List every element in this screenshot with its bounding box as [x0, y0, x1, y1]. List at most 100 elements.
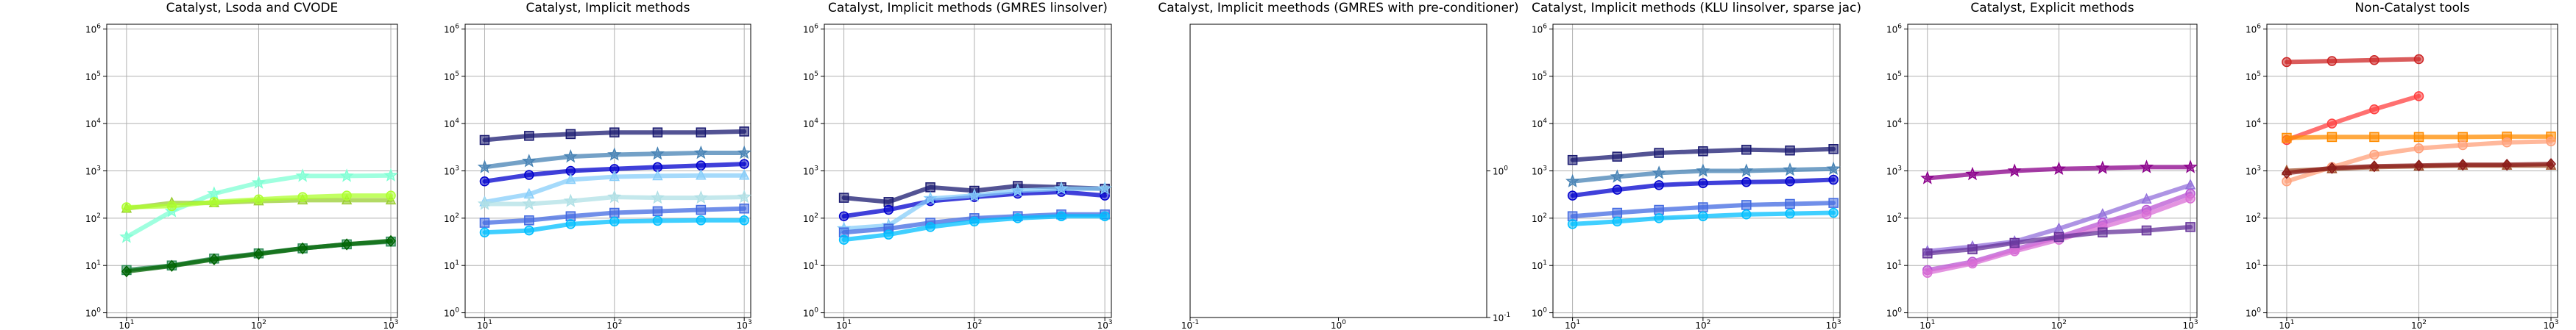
y-tick-label: 104	[1886, 118, 1902, 129]
data-point	[652, 206, 663, 217]
data-point	[925, 222, 935, 232]
y-tick-label: 102	[1886, 212, 1902, 224]
data-point	[2139, 159, 2154, 173]
data-point	[650, 190, 665, 204]
data-point	[2185, 222, 2195, 232]
data-point	[386, 190, 396, 201]
data-point	[121, 265, 132, 278]
y-tick-label: 106	[803, 23, 818, 35]
data-point	[2413, 132, 2424, 143]
y-tick-label: 103	[1886, 165, 1902, 177]
data-point	[2413, 91, 2424, 101]
y-tick-label: 100	[1493, 165, 1508, 177]
data-point	[524, 131, 534, 141]
y-tick-label: 104	[444, 118, 459, 129]
y-tick-label: 102	[2246, 212, 2261, 224]
data-point	[609, 170, 620, 182]
data-point	[650, 146, 665, 160]
x-tick-label: 102	[966, 319, 982, 330]
data-point	[1785, 176, 1795, 187]
x-tick-label: 103	[1097, 319, 1113, 330]
data-point	[652, 169, 663, 181]
data-point	[1785, 145, 1795, 156]
y-tick-label: 103	[1532, 165, 1547, 177]
data-point	[2281, 167, 2292, 179]
data-point	[524, 225, 534, 236]
series-1	[479, 126, 749, 146]
data-point	[1054, 181, 1069, 195]
x-tick-label: 101	[1919, 319, 1935, 330]
data-point	[2326, 56, 2338, 66]
data-point	[696, 204, 707, 215]
data-point	[838, 193, 849, 203]
data-point	[166, 201, 177, 212]
x-tick-label: 103	[2183, 319, 2198, 330]
series-line	[2284, 57, 2421, 65]
chart-panel-2: Catalyst, Implicit methods 101 102 103 100 10…	[444, 1, 752, 330]
series-5	[1922, 222, 2195, 259]
series-3	[479, 159, 749, 187]
data-point	[1826, 161, 1841, 176]
chart-panel-5: Catalyst, Implicit methods (KLU linsolve…	[1532, 1, 1861, 330]
data-point	[563, 148, 578, 163]
data-point	[565, 173, 576, 184]
y-tick-label: 106	[85, 23, 101, 35]
data-point	[2369, 132, 2379, 143]
data-point	[208, 253, 219, 265]
x-tick-label: 101	[2279, 319, 2294, 330]
data-point	[1967, 258, 1978, 269]
data-point	[1922, 248, 1933, 259]
data-point	[2413, 54, 2424, 65]
y-tick-label: 106	[2246, 23, 2261, 35]
data-point	[1612, 151, 1623, 162]
data-point	[2368, 160, 2379, 173]
chart-panel-7: Non-Catalyst tools 101 102 103 100 101 102 103 1…	[2246, 1, 2559, 330]
data-point	[1056, 211, 1066, 221]
data-point	[2141, 193, 2152, 204]
data-point	[1567, 154, 1578, 165]
data-point	[253, 194, 264, 204]
y-tick-label: 102	[803, 212, 818, 224]
y-tick-label: 101	[803, 259, 818, 271]
y-tick-label: 102	[1532, 212, 1547, 224]
data-point	[2141, 209, 2152, 220]
data-point	[2369, 149, 2379, 160]
x-tick-label: 100	[1331, 319, 1346, 330]
data-point	[1741, 209, 1752, 220]
data-point	[1654, 148, 1664, 158]
data-point	[1741, 176, 1752, 187]
series-5	[838, 211, 1110, 245]
data-point	[609, 207, 620, 218]
data-point	[1698, 146, 1708, 157]
data-point	[342, 238, 353, 251]
y-tick-label: 101	[2246, 259, 2261, 271]
data-point	[1920, 171, 1935, 184]
data-point	[2458, 132, 2468, 143]
data-point	[967, 187, 982, 202]
data-point	[1739, 163, 1754, 177]
data-point	[2282, 132, 2292, 143]
data-point	[696, 169, 707, 180]
data-point	[1828, 198, 1839, 208]
chart-title: Catalyst, Implicit meethods (GMRES with …	[1158, 1, 1518, 15]
data-point	[693, 145, 709, 159]
y-tick-label: 103	[85, 165, 101, 177]
series-5	[121, 234, 397, 278]
series-1	[1567, 143, 1839, 165]
data-point	[479, 218, 490, 228]
data-point	[383, 168, 398, 182]
chart-title: Catalyst, Explicit methods	[1970, 1, 2134, 15]
chart-title: Catalyst, Implicit methods (KLU linsolve…	[1532, 1, 1861, 15]
x-tick-label: 103	[383, 319, 399, 330]
y-tick-label: 104	[1532, 118, 1547, 129]
chart-panel-1: Catalyst, Lsoda and CVODE 101 102 103 100 101…	[85, 1, 399, 330]
data-point	[2183, 159, 2198, 173]
data-point	[2546, 136, 2556, 147]
data-point	[1741, 144, 1752, 155]
y-tick-label: 101	[1532, 259, 1547, 271]
data-point	[563, 193, 578, 207]
data-point	[1965, 166, 1980, 181]
data-point	[1612, 216, 1623, 227]
data-point	[1698, 202, 1708, 212]
